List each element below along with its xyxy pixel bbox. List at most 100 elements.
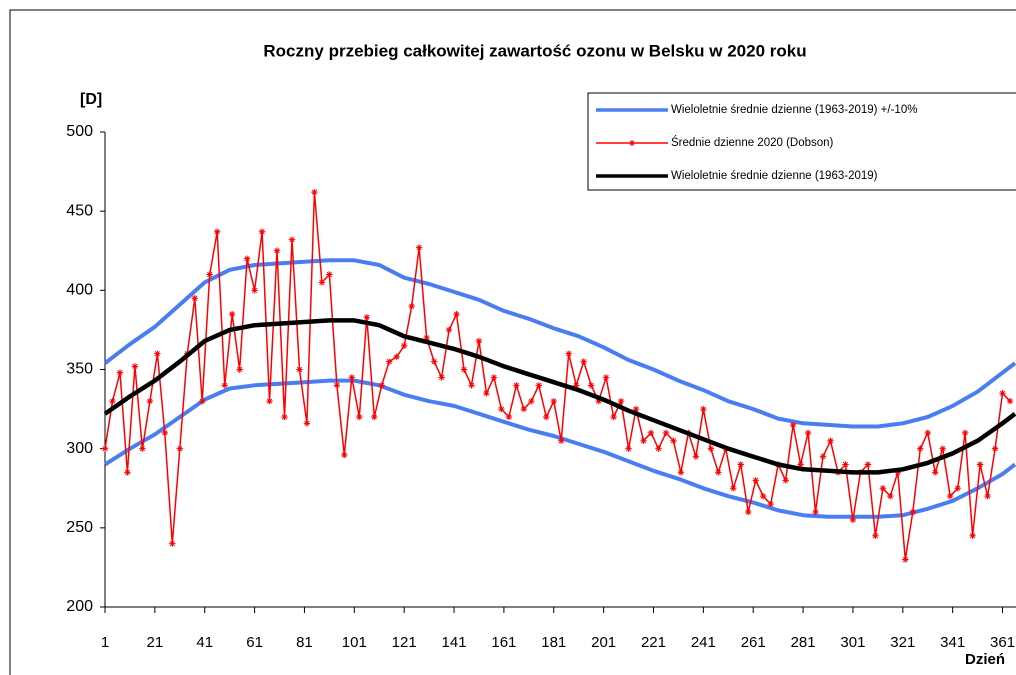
y-tick-label: 250: [66, 519, 93, 536]
series-line: [103, 318, 1016, 475]
point-marker: [303, 420, 311, 427]
point-marker: [311, 188, 318, 196]
point-marker: [243, 255, 251, 262]
point-marker: [789, 421, 797, 429]
point-marker: [326, 271, 333, 278]
point-marker: [558, 437, 565, 444]
legend-label: Średnie dzienne 2020 (Dobson): [671, 136, 834, 149]
point-marker: [991, 445, 999, 452]
point-marker: [408, 302, 415, 310]
point-marker: [176, 445, 183, 452]
point-marker: [804, 429, 812, 437]
x-tick-label: 301: [840, 634, 865, 651]
point-marker: [101, 445, 109, 452]
point-marker: [677, 469, 685, 476]
point-marker: [610, 413, 617, 421]
point-marker: [535, 382, 543, 389]
point-marker: [423, 334, 430, 342]
point-marker: [460, 366, 468, 373]
x-tick-label: 341: [940, 634, 965, 651]
point-marker: [767, 500, 774, 508]
x-tick-label: 221: [641, 634, 666, 651]
point-marker: [759, 492, 767, 500]
point-marker: [692, 453, 700, 460]
point-marker: [969, 532, 976, 539]
point-marker: [595, 397, 602, 405]
point-marker: [730, 485, 737, 492]
point-marker: [887, 492, 894, 500]
point-marker: [872, 532, 879, 539]
point-marker: [976, 461, 984, 468]
x-tick-label: 41: [196, 634, 213, 651]
point-marker: [939, 445, 946, 452]
point-marker: [199, 397, 206, 405]
x-tick-label: 321: [890, 634, 915, 651]
point-marker: [490, 374, 498, 381]
point-marker: [752, 477, 759, 484]
point-marker: [737, 461, 744, 468]
point-marker: [415, 244, 423, 251]
point-marker: [707, 445, 715, 452]
point-marker: [587, 382, 595, 389]
x-tick-label: 1: [101, 634, 109, 651]
point-marker: [902, 556, 909, 563]
point-marker: [745, 508, 752, 516]
x-tick-label: 101: [342, 634, 367, 651]
point-marker: [498, 405, 505, 413]
point-marker: [483, 390, 490, 397]
x-tick-label: 121: [392, 634, 417, 651]
x-tick-label: 21: [147, 634, 164, 651]
series-line: [104, 191, 1011, 561]
point-marker: [961, 429, 969, 437]
point-marker: [864, 461, 872, 468]
point-marker: [221, 382, 228, 389]
y-tick-label: 450: [66, 202, 93, 219]
point-marker: [655, 445, 662, 452]
x-tick-label: 141: [442, 634, 467, 651]
point-marker: [849, 516, 857, 524]
point-marker: [782, 477, 789, 484]
point-marker: [273, 247, 281, 254]
x-tick-label: 361: [990, 634, 1015, 651]
y-tick-label: 300: [66, 440, 93, 457]
y-tick-label: 350: [66, 361, 93, 378]
point-marker: [363, 314, 370, 321]
point-marker: [550, 397, 557, 405]
point-marker: [797, 461, 804, 468]
point-marker: [288, 236, 296, 243]
point-marker: [453, 310, 460, 318]
x-tick-label: 261: [741, 634, 766, 651]
point-marker: [139, 445, 146, 452]
point-marker: [617, 397, 625, 405]
point-marker: [924, 429, 931, 437]
point-marker: [505, 413, 513, 421]
point-marker: [228, 310, 236, 318]
point-marker: [430, 358, 438, 365]
point-marker: [400, 342, 408, 349]
x-tick-label: 61: [246, 634, 263, 651]
point-marker: [348, 374, 356, 381]
point-marker: [647, 429, 655, 437]
point-marker: [266, 397, 273, 405]
point-marker: [894, 469, 902, 476]
point-marker: [191, 295, 198, 302]
point-marker: [1006, 397, 1014, 405]
point-marker: [625, 445, 632, 452]
point-marker: [251, 287, 258, 294]
x-tick-label: 181: [541, 634, 566, 651]
point-marker: [333, 382, 341, 389]
point-marker: [281, 413, 288, 421]
point-marker: [984, 492, 991, 500]
point-marker: [475, 337, 483, 345]
point-marker: [236, 366, 243, 373]
point-marker: [109, 397, 116, 405]
band-line: [103, 258, 1016, 429]
point-marker: [213, 228, 221, 235]
legend-label: Wieloletnie średnie dzienne (1963-2019) …: [671, 104, 917, 116]
point-marker: [116, 369, 124, 376]
point-marker: [258, 228, 266, 235]
point-marker: [812, 508, 819, 516]
point-marker: [206, 271, 213, 278]
point-marker: [520, 405, 528, 413]
